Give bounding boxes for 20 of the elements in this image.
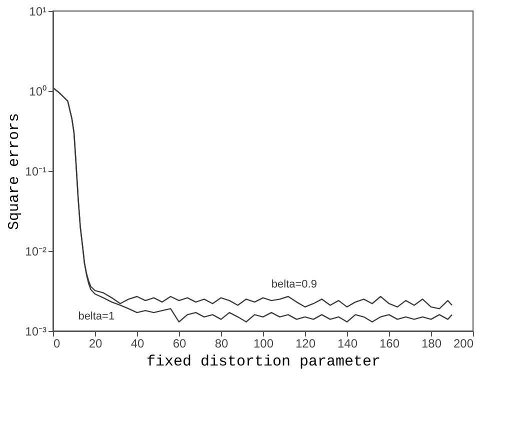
x-axis-title: fixed distortion parameter [146, 354, 381, 370]
x-tick-label: 0 [54, 336, 60, 350]
y-tick-label: 10⁻² [25, 244, 47, 258]
y-axis-title: Square errors [6, 112, 24, 230]
x-tick-label: 140 [337, 336, 358, 350]
x-tick-label: 40 [130, 336, 144, 350]
y-tick-label: 10⁻³ [25, 324, 47, 338]
x-tick-label: 160 [379, 336, 400, 350]
x-tick-label: 100 [253, 336, 274, 350]
x-tick-label: 200 [453, 336, 474, 350]
x-tick-label: 180 [421, 336, 442, 350]
y-tick-label: 10¹ [29, 4, 47, 18]
y-tick-label: 10⁰ [29, 84, 46, 98]
x-tick-label: 80 [214, 336, 228, 350]
x-tick-label: 20 [88, 336, 102, 350]
series-label: belta=0.9 [271, 278, 317, 291]
x-tick-label: 120 [295, 336, 316, 350]
y-tick-label: 10⁻¹ [25, 164, 47, 178]
series-label: belta=1 [78, 310, 115, 323]
x-tick-label: 60 [172, 336, 186, 350]
